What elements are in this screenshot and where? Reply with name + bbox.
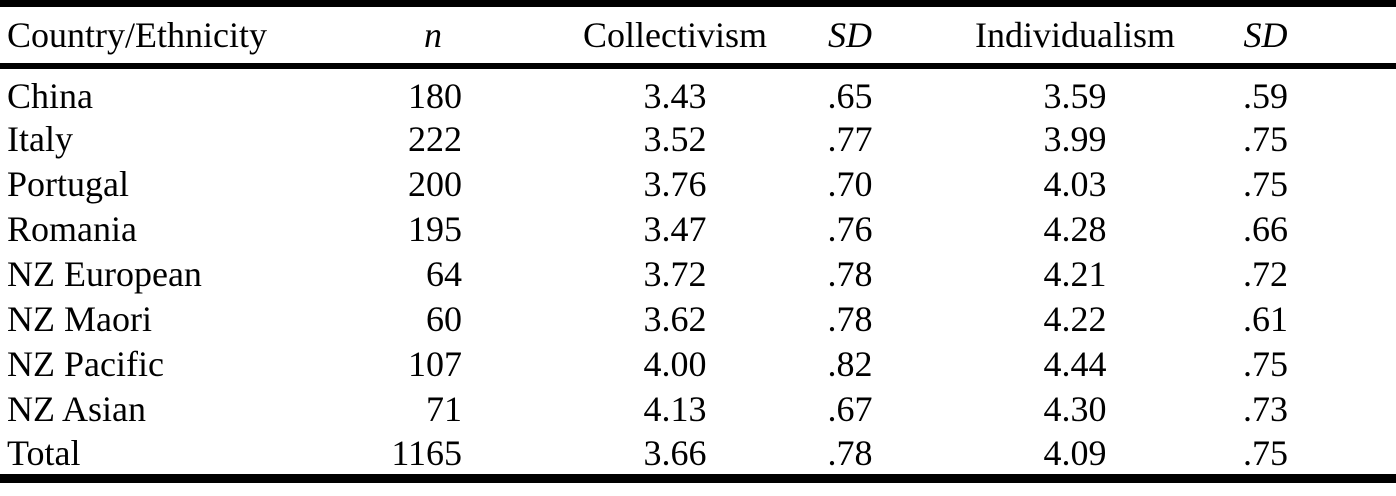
cell-collectivism: 3.47 (643, 209, 707, 249)
table-row-italy: Italy 222 3.52 .77 3.99 .75 (0, 117, 1396, 162)
cell-country: NZ Maori (7, 299, 152, 339)
table-row-total: Total 1165 3.66 .78 4.09 .75 (0, 432, 1396, 479)
cell-collectivism-sd: .67 (827, 389, 873, 429)
cell-collectivism-sd: .78 (827, 299, 873, 339)
cell-individualism-sd: .75 (1243, 119, 1288, 159)
cell-individualism: 3.99 (1043, 119, 1107, 159)
descriptive-statistics-table: Country/Ethnicity n Collectivism SD Indi… (0, 0, 1396, 483)
cell-collectivism-sd: .65 (827, 75, 873, 116)
cell-collectivism: 4.00 (643, 344, 707, 384)
cell-individualism-sd: .66 (1243, 209, 1288, 249)
cell-n: 222 (408, 119, 462, 159)
cell-collectivism: 3.66 (643, 432, 707, 473)
cell-individualism-sd: .61 (1243, 299, 1288, 339)
cell-individualism-sd: .59 (1243, 75, 1288, 116)
cell-n: 60 (426, 299, 462, 339)
cell-individualism: 4.09 (1043, 432, 1107, 473)
table-row-nz-maori: NZ Maori 60 3.62 .78 4.22 .61 (0, 297, 1396, 342)
cell-individualism: 4.28 (1043, 209, 1107, 249)
cell-collectivism: 3.72 (643, 254, 707, 294)
table-body: China 180 3.43 .65 3.59 .59 Italy 222 3.… (0, 66, 1396, 479)
cell-individualism: 3.59 (1043, 75, 1107, 116)
column-header-country-ethnicity: Country/Ethnicity (0, 3, 346, 69)
cell-n: 107 (408, 344, 462, 384)
column-header-individualism: Individualism (930, 3, 1190, 69)
cell-country: Italy (7, 119, 73, 159)
cell-individualism: 4.22 (1043, 299, 1107, 339)
cell-individualism-sd: .75 (1243, 344, 1288, 384)
cell-n: 195 (408, 209, 462, 249)
cell-individualism-sd: .73 (1243, 389, 1288, 429)
cell-collectivism-sd: .78 (827, 432, 873, 473)
cell-n: 71 (426, 389, 462, 429)
cell-collectivism-sd: .78 (827, 254, 873, 294)
column-header-n: n (346, 3, 470, 69)
table-row-romania: Romania 195 3.47 .76 4.28 .66 (0, 207, 1396, 252)
column-header-collectivism: Collectivism (470, 3, 795, 69)
cell-country: China (7, 75, 93, 116)
column-header-collectivism-sd: SD (795, 3, 930, 69)
table-header: Country/Ethnicity n Collectivism SD Indi… (0, 3, 1396, 69)
cell-n: 200 (408, 164, 462, 204)
cell-country: Total (7, 432, 81, 473)
cell-n: 180 (408, 75, 462, 116)
cell-collectivism: 3.62 (643, 299, 707, 339)
cell-collectivism: 3.76 (643, 164, 707, 204)
header-row: Country/Ethnicity n Collectivism SD Indi… (0, 3, 1396, 69)
cell-country: NZ Pacific (7, 344, 164, 384)
cell-individualism: 4.21 (1043, 254, 1107, 294)
cell-individualism: 4.30 (1043, 389, 1107, 429)
cell-individualism-sd: .75 (1243, 164, 1288, 204)
cell-individualism: 4.44 (1043, 344, 1107, 384)
cell-individualism-sd: .75 (1243, 432, 1288, 473)
cell-collectivism-sd: .77 (827, 119, 873, 159)
cell-collectivism-sd: .82 (827, 344, 873, 384)
table-row-nz-pacific: NZ Pacific 107 4.00 .82 4.44 .75 (0, 342, 1396, 387)
cell-collectivism-sd: .76 (827, 209, 873, 249)
cell-collectivism-sd: .70 (827, 164, 873, 204)
cell-country: Portugal (7, 164, 129, 204)
table-row-nz-european: NZ European 64 3.72 .78 4.21 .72 (0, 252, 1396, 297)
cell-collectivism: 4.13 (643, 389, 707, 429)
cell-country: NZ European (7, 254, 202, 294)
cell-individualism-sd: .72 (1243, 254, 1288, 294)
cell-individualism: 4.03 (1043, 164, 1107, 204)
cell-country: NZ Asian (7, 389, 146, 429)
table-row-china: China 180 3.43 .65 3.59 .59 (0, 66, 1396, 117)
cell-n: 64 (426, 254, 462, 294)
column-header-individualism-sd: SD (1190, 3, 1396, 69)
cell-n: 1165 (391, 432, 462, 473)
table-row-nz-asian: NZ Asian 71 4.13 .67 4.30 .73 (0, 387, 1396, 432)
cell-country: Romania (7, 209, 137, 249)
cell-collectivism: 3.52 (643, 119, 707, 159)
table-row-portugal: Portugal 200 3.76 .70 4.03 .75 (0, 162, 1396, 207)
cell-collectivism: 3.43 (643, 75, 707, 116)
